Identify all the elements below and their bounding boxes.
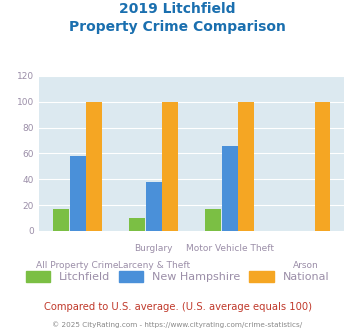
Bar [239, 102, 255, 231]
Text: Arson: Arson [293, 261, 319, 270]
Bar [53, 209, 69, 231]
Bar [205, 209, 221, 231]
Bar [86, 102, 102, 231]
Text: Larceny & Theft: Larceny & Theft [118, 261, 190, 270]
Legend: Litchfield, New Hampshire, National: Litchfield, New Hampshire, National [21, 266, 334, 286]
Bar [222, 146, 238, 231]
Text: Compared to U.S. average. (U.S. average equals 100): Compared to U.S. average. (U.S. average … [44, 302, 311, 312]
Text: © 2025 CityRating.com - https://www.cityrating.com/crime-statistics/: © 2025 CityRating.com - https://www.city… [53, 322, 302, 328]
Bar [163, 102, 179, 231]
Text: 2019 Litchfield: 2019 Litchfield [119, 2, 236, 16]
Text: Burglary: Burglary [135, 244, 173, 253]
Bar [70, 156, 86, 231]
Text: Property Crime Comparison: Property Crime Comparison [69, 20, 286, 34]
Bar [315, 102, 331, 231]
Text: All Property Crime: All Property Crime [37, 261, 119, 270]
Text: Motor Vehicle Theft: Motor Vehicle Theft [186, 244, 274, 253]
Bar [129, 218, 145, 231]
Bar [146, 182, 162, 231]
